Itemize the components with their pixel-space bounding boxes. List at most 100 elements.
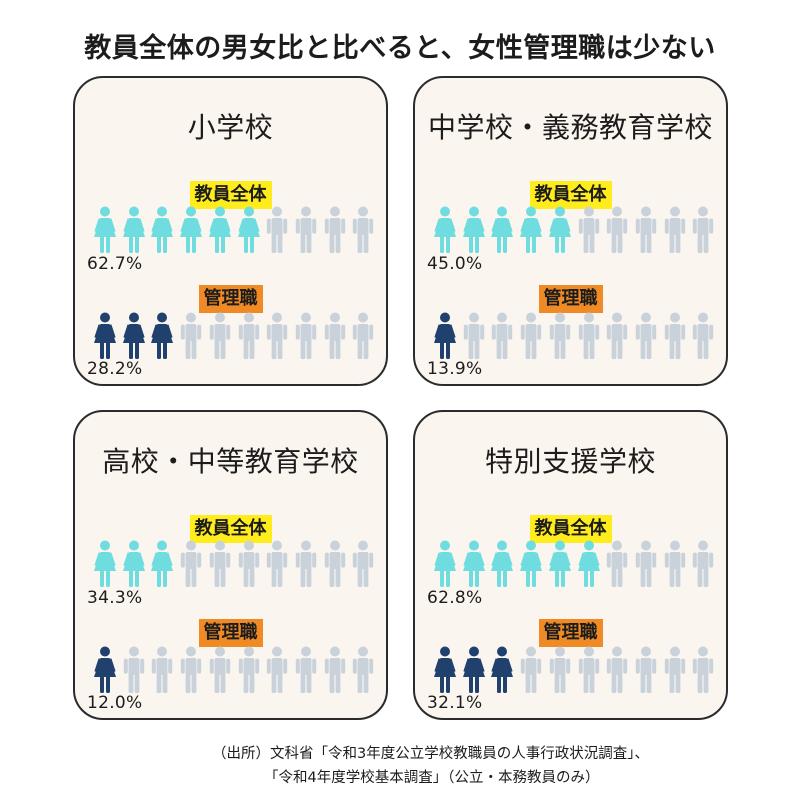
- panel-junior-high: 中学校・義務教育学校 教員全体 45.0% 管理職 13.9%: [413, 76, 728, 386]
- woman-icon: [208, 206, 231, 253]
- man-icon: [238, 312, 259, 359]
- man-icon: [295, 206, 317, 253]
- all-teachers-percent: 62.8%: [427, 588, 483, 608]
- all-teachers-percent: 62.7%: [87, 254, 143, 274]
- man-icon: [520, 646, 542, 693]
- man-icon: [353, 312, 374, 359]
- man-icon: [324, 646, 345, 693]
- managers-pictogram: [432, 646, 714, 694]
- all-teachers-tag: 教員全体: [529, 181, 612, 209]
- man-icon: [664, 540, 685, 587]
- woman-icon: [237, 206, 260, 253]
- man-icon: [635, 206, 657, 253]
- woman-icon: [548, 540, 571, 587]
- woman-icon: [548, 206, 571, 253]
- managers-percent: 12.0%: [87, 693, 143, 713]
- woman-icon: [520, 540, 543, 587]
- man-icon: [295, 646, 317, 693]
- woman-icon: [151, 206, 174, 253]
- woman-icon: [577, 540, 600, 587]
- woman-icon: [462, 646, 485, 693]
- woman-icon: [122, 540, 145, 587]
- man-icon: [463, 312, 484, 359]
- man-icon: [578, 646, 599, 693]
- man-icon: [123, 646, 144, 693]
- woman-icon: [520, 206, 543, 253]
- source-line: 「令和4年度学校基本調査」（公立・本務教員のみ）: [264, 770, 600, 786]
- man-icon: [266, 540, 288, 587]
- man-icon: [353, 206, 374, 253]
- man-icon: [324, 312, 345, 359]
- all-teachers-pictogram: [432, 540, 714, 588]
- managers-tag: 管理職: [538, 619, 603, 647]
- all-teachers-percent: 34.3%: [87, 588, 143, 608]
- man-icon: [238, 646, 259, 693]
- all-teachers-pictogram: [432, 206, 714, 254]
- man-icon: [180, 540, 202, 587]
- woman-icon: [434, 540, 456, 587]
- all-teachers-tag: 教員全体: [529, 515, 612, 543]
- all-teachers-percent: 45.0%: [427, 254, 483, 274]
- man-icon: [693, 206, 714, 253]
- managers-tag: 管理職: [198, 619, 263, 647]
- man-icon: [693, 540, 714, 587]
- source-line: （出所）文科省「令和3年度公立学校教職員の人事行政状況調査」、: [212, 746, 649, 762]
- woman-icon: [462, 206, 485, 253]
- panel-title: 中学校・義務教育学校: [427, 111, 713, 144]
- woman-icon: [434, 646, 456, 693]
- man-icon: [152, 646, 173, 693]
- all-teachers-tag: 教員全体: [189, 515, 272, 543]
- man-icon: [664, 646, 685, 693]
- page-title: 教員全体の男女比と比べると、女性管理職は少ない: [84, 33, 716, 64]
- source-note: （出所）文科省「令和3年度公立学校教職員の人事行政状況調査」、 「令和4年度学校…: [212, 742, 772, 790]
- woman-icon: [94, 312, 116, 359]
- all-teachers-pictogram: [92, 540, 374, 588]
- man-icon: [635, 540, 657, 587]
- panel-high-school: 高校・中等教育学校 教員全体 34.3% 管理職 12.0%: [73, 410, 388, 720]
- man-icon: [606, 540, 628, 587]
- man-icon: [295, 540, 317, 587]
- managers-pictogram: [432, 312, 714, 360]
- man-icon: [520, 312, 542, 359]
- woman-icon: [462, 540, 485, 587]
- managers-tag: 管理職: [538, 285, 603, 313]
- man-icon: [635, 312, 657, 359]
- man-icon: [180, 312, 202, 359]
- man-icon: [295, 312, 317, 359]
- managers-percent: 13.9%: [427, 359, 483, 379]
- man-icon: [209, 540, 230, 587]
- managers-pictogram: [92, 312, 374, 360]
- managers-tag: 管理職: [198, 285, 263, 313]
- man-icon: [353, 646, 374, 693]
- man-icon: [324, 540, 345, 587]
- panel-title: 特別支援学校: [484, 445, 656, 478]
- woman-icon: [94, 646, 116, 693]
- man-icon: [664, 206, 685, 253]
- man-icon: [324, 206, 345, 253]
- man-icon: [266, 312, 288, 359]
- woman-icon: [122, 206, 145, 253]
- panel-special-support: 特別支援学校 教員全体 62.8% 管理職 32.1%: [413, 410, 728, 720]
- man-icon: [492, 312, 513, 359]
- panel-title: 小学校: [187, 111, 274, 144]
- managers-percent: 32.1%: [427, 693, 483, 713]
- woman-icon: [94, 206, 116, 253]
- woman-icon: [180, 206, 203, 253]
- panel-title: 高校・中等教育学校: [102, 445, 359, 478]
- woman-icon: [491, 540, 514, 587]
- man-icon: [606, 646, 628, 693]
- managers-percent: 28.2%: [87, 359, 143, 379]
- woman-icon: [122, 312, 145, 359]
- man-icon: [238, 540, 259, 587]
- man-icon: [578, 312, 599, 359]
- man-icon: [209, 312, 230, 359]
- managers-pictogram: [92, 646, 374, 694]
- woman-icon: [491, 646, 514, 693]
- man-icon: [549, 646, 570, 693]
- man-icon: [664, 312, 685, 359]
- woman-icon: [151, 540, 174, 587]
- man-icon: [693, 646, 714, 693]
- woman-icon: [151, 312, 174, 359]
- man-icon: [606, 312, 628, 359]
- man-icon: [549, 312, 570, 359]
